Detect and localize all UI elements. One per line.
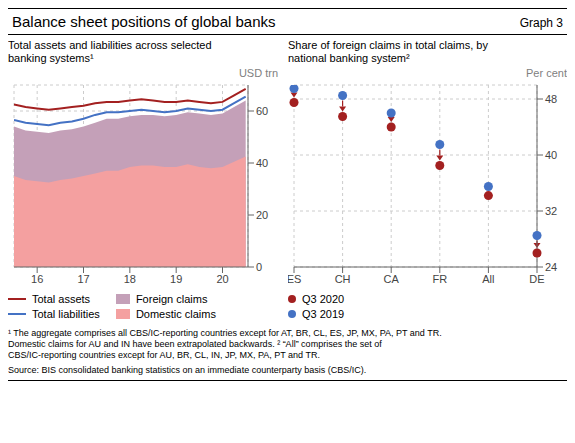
svg-text:20: 20 — [216, 273, 228, 285]
svg-text:16: 16 — [31, 273, 43, 285]
svg-text:40: 40 — [545, 149, 557, 161]
svg-text:0: 0 — [256, 261, 262, 273]
html-text:Source: BIS consolidated banki: Source: BIS consolidated banking statist… — [8, 365, 367, 375]
html-text:Share of foreign claims in tot: Share of foreign claims in total claims,… — [288, 39, 488, 64]
svg-text:CH: CH — [335, 273, 351, 285]
html-text:Total assets and liabilities a: Total assets and liabilities across sele… — [8, 39, 212, 64]
svg-text:18: 18 — [124, 273, 136, 285]
svg-text:DE: DE — [529, 273, 544, 285]
html-text:USD trn: USD trn — [238, 67, 278, 79]
svg-text:48: 48 — [545, 93, 557, 105]
svg-text:20: 20 — [256, 209, 268, 221]
html-text:Q3 2020: Q3 2020 — [302, 293, 345, 305]
html-text:Domestic claims: Domestic claims — [135, 308, 216, 320]
html-text:Q3 2019: Q3 2019 — [302, 308, 345, 320]
html-text:Total assets: Total assets — [32, 293, 91, 305]
html-text:Graph 3: Graph 3 — [519, 16, 563, 30]
svg-text:24: 24 — [545, 261, 557, 273]
svg-text:60: 60 — [256, 105, 268, 117]
svg-text:All: All — [482, 273, 494, 285]
svg-text:17: 17 — [77, 273, 89, 285]
svg-text:CA: CA — [384, 273, 400, 285]
svg-text:32: 32 — [545, 205, 557, 217]
svg-text:19: 19 — [170, 273, 182, 285]
html-text:Balance sheet positions of glo: Balance sheet positions of global banks — [12, 13, 276, 30]
html-text:¹ The aggregate comprises all: ¹ The aggregate comprises all CBS/IC-rep… — [8, 328, 442, 360]
svg-text:FR: FR — [432, 273, 447, 285]
html-text:Foreign claims: Foreign claims — [135, 293, 208, 305]
html-text:Total liabilities: Total liabilities — [32, 308, 100, 320]
svg-text:ES: ES — [288, 273, 301, 285]
svg-text:40: 40 — [256, 157, 268, 169]
html-text:Per cent: Per cent — [526, 67, 567, 79]
